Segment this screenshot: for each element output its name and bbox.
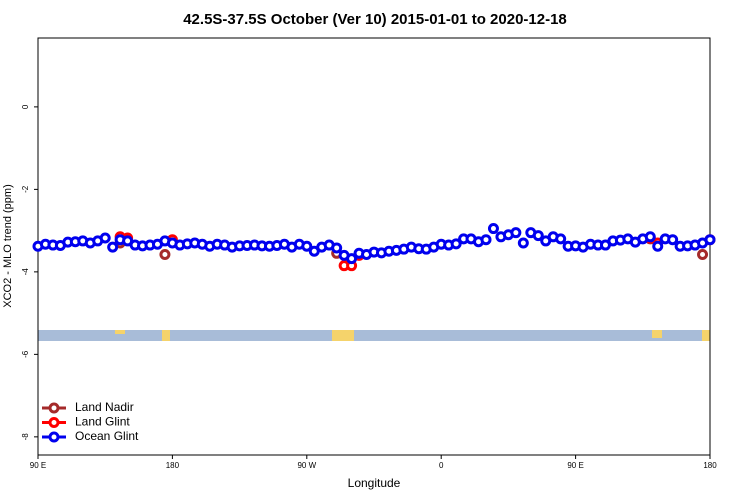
legend-marker <box>48 417 60 428</box>
y-tick-label: -8 <box>21 433 30 441</box>
point <box>697 249 709 261</box>
point <box>644 231 656 243</box>
y-tick-label: -2 <box>21 185 30 193</box>
x-tick-label: 180 <box>703 461 717 470</box>
legend-label: Land Glint <box>75 415 130 429</box>
x-tick-label: 0 <box>439 461 444 470</box>
point <box>510 227 522 239</box>
point <box>331 242 343 254</box>
legend-marker <box>48 402 60 414</box>
y-tick-label: -4 <box>21 268 30 276</box>
point <box>652 240 664 252</box>
point <box>107 241 119 253</box>
point <box>480 234 492 246</box>
chart-title: 42.5S-37.5S October (Ver 10) 2015-01-01 … <box>183 11 567 28</box>
point <box>555 233 567 245</box>
point <box>450 238 462 250</box>
point <box>532 230 544 242</box>
legend-label: Land Nadir <box>75 400 134 414</box>
point <box>159 249 171 261</box>
point <box>667 234 679 246</box>
point <box>301 240 313 252</box>
x-tick-label: 90 W <box>297 461 316 470</box>
x-axis-label: Longitude <box>348 476 401 490</box>
land-mask-band <box>38 330 710 341</box>
legend-marker <box>48 431 60 443</box>
point <box>99 232 111 244</box>
legend-label: Ocean Glint <box>75 429 139 443</box>
x-tick-label: 90 E <box>30 461 46 470</box>
x-tick-label: 90 E <box>567 461 583 470</box>
y-axis-label: XCO2 - MLO trend (ppm) <box>2 184 14 307</box>
point <box>517 237 529 249</box>
y-tick-label: -6 <box>21 350 30 358</box>
x-tick-label: 180 <box>166 461 180 470</box>
point <box>346 253 358 265</box>
y-tick-label: 0 <box>21 104 30 109</box>
point <box>704 234 716 246</box>
point <box>487 223 499 235</box>
